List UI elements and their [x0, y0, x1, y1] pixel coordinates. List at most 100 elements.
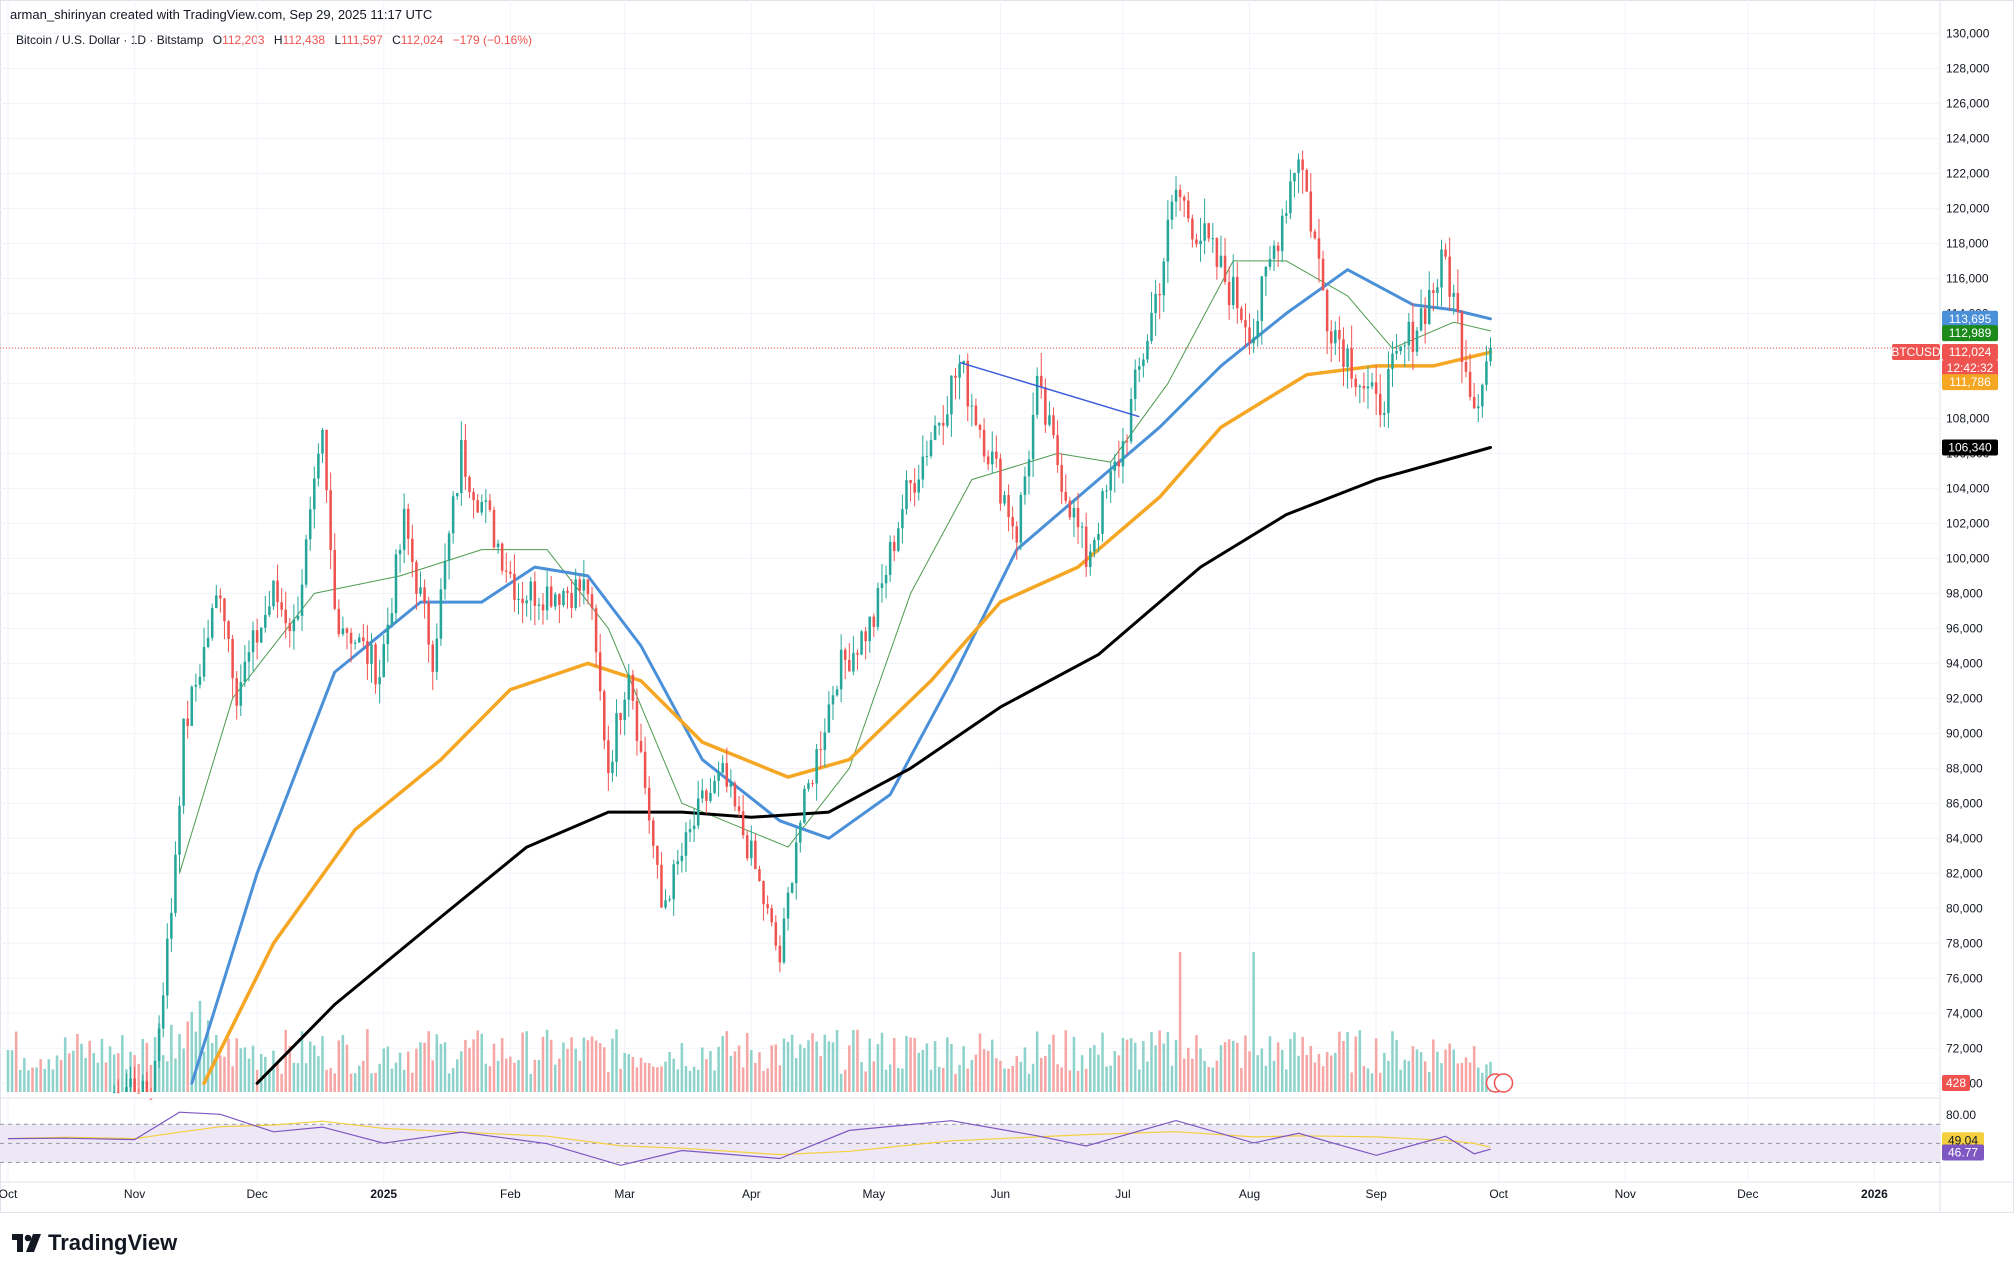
- candles[interactable]: [112, 150, 1492, 1100]
- candle-body[interactable]: [149, 1098, 153, 1100]
- candle-body[interactable]: [950, 375, 953, 415]
- candle-body[interactable]: [1015, 526, 1019, 543]
- candle-body[interactable]: [876, 588, 880, 627]
- candle-body[interactable]: [611, 761, 614, 774]
- candle-body[interactable]: [1448, 256, 1451, 297]
- candle-body[interactable]: [1305, 169, 1308, 192]
- candle-body[interactable]: [578, 579, 582, 591]
- candle-body[interactable]: [272, 580, 275, 607]
- candle-body[interactable]: [794, 842, 798, 884]
- candle-body[interactable]: [1166, 219, 1170, 262]
- candle-body[interactable]: [750, 840, 753, 859]
- candle-body[interactable]: [304, 539, 308, 585]
- candle-body[interactable]: [1362, 385, 1366, 389]
- candle-body[interactable]: [598, 652, 602, 692]
- candle-body[interactable]: [745, 835, 749, 859]
- candle-body[interactable]: [382, 644, 385, 678]
- candle-body[interactable]: [353, 642, 357, 644]
- candle-body[interactable]: [999, 458, 1002, 504]
- candle-body[interactable]: [280, 602, 283, 610]
- candle-body[interactable]: [402, 508, 406, 550]
- candle-body[interactable]: [423, 587, 426, 603]
- candle-body[interactable]: [668, 899, 671, 901]
- candle-body[interactable]: [672, 864, 675, 900]
- candle-body[interactable]: [892, 541, 896, 551]
- candle-body[interactable]: [631, 674, 635, 701]
- candle-body[interactable]: [852, 652, 855, 672]
- candle-body[interactable]: [1236, 276, 1239, 309]
- candle-body[interactable]: [292, 619, 296, 632]
- candle-body[interactable]: [513, 573, 516, 600]
- candle-body[interactable]: [574, 579, 577, 608]
- candle-body[interactable]: [770, 908, 773, 923]
- candle-body[interactable]: [325, 429, 328, 491]
- candle-body[interactable]: [1346, 348, 1349, 367]
- candle-body[interactable]: [480, 501, 484, 513]
- candle-body[interactable]: [178, 805, 181, 855]
- candle-body[interactable]: [329, 490, 332, 551]
- candle-body[interactable]: [366, 641, 369, 664]
- candle-body[interactable]: [799, 822, 802, 843]
- candle-body[interactable]: [1117, 461, 1121, 467]
- candle-body[interactable]: [607, 740, 610, 774]
- candle-body[interactable]: [1374, 382, 1378, 395]
- candle-body[interactable]: [1468, 371, 1472, 397]
- candle-body[interactable]: [1142, 359, 1145, 367]
- candle-body[interactable]: [496, 543, 500, 548]
- candle-body[interactable]: [529, 581, 533, 601]
- candle-body[interactable]: [680, 855, 684, 862]
- candle-body[interactable]: [831, 695, 835, 705]
- candle-body[interactable]: [1231, 276, 1235, 306]
- candle-body[interactable]: [864, 631, 867, 642]
- candle-body[interactable]: [202, 646, 206, 677]
- candle-body[interactable]: [1056, 435, 1059, 465]
- candle-body[interactable]: [1436, 287, 1439, 293]
- candle-body[interactable]: [590, 594, 594, 609]
- candle-body[interactable]: [1411, 321, 1415, 352]
- candle-body[interactable]: [349, 632, 353, 644]
- candle-body[interactable]: [729, 783, 733, 787]
- candle-body[interactable]: [1191, 218, 1194, 240]
- candle-body[interactable]: [1460, 311, 1464, 362]
- candle-body[interactable]: [1485, 361, 1488, 385]
- candle-body[interactable]: [1215, 238, 1219, 267]
- candle-body[interactable]: [615, 713, 618, 762]
- candle-body[interactable]: [917, 479, 921, 493]
- candle-body[interactable]: [970, 405, 974, 407]
- candle-body[interactable]: [476, 500, 479, 513]
- candle-body[interactable]: [521, 598, 524, 604]
- candle-body[interactable]: [676, 861, 680, 865]
- candle-body[interactable]: [243, 661, 247, 683]
- candle-body[interactable]: [1093, 540, 1096, 552]
- candle-body[interactable]: [1252, 337, 1255, 344]
- candle-body[interactable]: [807, 783, 810, 789]
- candle-body[interactable]: [549, 586, 553, 607]
- symbol-title[interactable]: Bitcoin / U.S. Dollar · 1D · Bitstamp: [16, 33, 204, 47]
- candle-body[interactable]: [1048, 415, 1051, 425]
- candle-body[interactable]: [1395, 351, 1398, 354]
- candle-body[interactable]: [215, 595, 218, 609]
- candle-body[interactable]: [1260, 276, 1264, 321]
- candle-body[interactable]: [1174, 189, 1178, 202]
- candle-body[interactable]: [357, 637, 361, 643]
- candle-body[interactable]: [566, 590, 569, 593]
- candle-body[interactable]: [1109, 470, 1112, 491]
- candle-body[interactable]: [1268, 258, 1272, 267]
- trendline-segment[interactable]: [959, 361, 1140, 418]
- candle-body[interactable]: [725, 763, 729, 787]
- candle-body[interactable]: [905, 480, 908, 510]
- candle-body[interactable]: [811, 783, 814, 785]
- candle-body[interactable]: [1325, 290, 1329, 332]
- candle-body[interactable]: [1334, 330, 1337, 344]
- candle-body[interactable]: [713, 780, 716, 793]
- candle-body[interactable]: [1427, 290, 1431, 324]
- candle-body[interactable]: [684, 832, 688, 856]
- candle-body[interactable]: [1321, 258, 1325, 291]
- candle-body[interactable]: [921, 456, 925, 480]
- candle-body[interactable]: [558, 594, 561, 606]
- candle-body[interactable]: [721, 763, 724, 773]
- candle-body[interactable]: [386, 624, 390, 645]
- candle-body[interactable]: [1097, 533, 1100, 541]
- candle-body[interactable]: [1354, 378, 1357, 388]
- candle-body[interactable]: [982, 429, 986, 457]
